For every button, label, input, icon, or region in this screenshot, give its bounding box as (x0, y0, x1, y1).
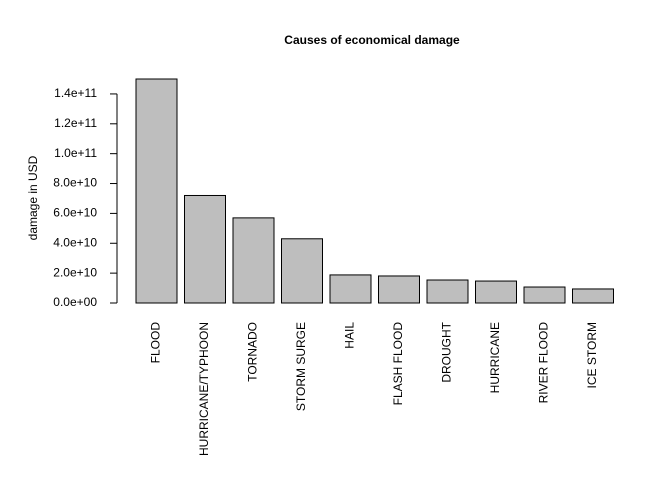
bar (329, 274, 372, 304)
bar (572, 288, 614, 304)
bar (281, 238, 323, 304)
bar (523, 286, 566, 304)
x-tick-label: TORNADO (246, 322, 260, 382)
bar (135, 78, 178, 304)
x-tick-label: RIVER FLOOD (537, 322, 551, 404)
bar (426, 279, 469, 304)
y-tick-label: 1.0e+11 (54, 146, 97, 160)
y-axis-label: damage in USD (26, 155, 40, 240)
bar (184, 194, 226, 304)
bar (378, 275, 420, 304)
y-tick-label: 1.4e+11 (54, 86, 97, 100)
x-tick-label: FLOOD (149, 322, 163, 364)
y-tick-label: 1.2e+11 (54, 116, 97, 130)
x-tick-label: HAIL (343, 322, 357, 349)
chart-title: Causes of economical damage (284, 33, 460, 47)
x-tick-label: HURRICANE/TYPHOON (197, 322, 211, 456)
y-tick-label: 2.0e+10 (53, 265, 97, 279)
x-tick-label: HURRICANE (488, 322, 502, 393)
bar (475, 280, 517, 304)
y-tick-label: 0.0e+00 (53, 295, 97, 309)
x-tick-label: STORM SURGE (294, 322, 308, 411)
y-tick-label: 8.0e+10 (53, 176, 97, 190)
x-tick-label: ICE STORM (585, 322, 599, 388)
y-tick-label: 4.0e+10 (53, 235, 97, 249)
bar (232, 217, 275, 304)
x-tick-label: FLASH FLOOD (391, 322, 405, 406)
x-tick-label: DROUGHT (440, 321, 454, 382)
y-tick-label: 6.0e+10 (53, 206, 97, 220)
